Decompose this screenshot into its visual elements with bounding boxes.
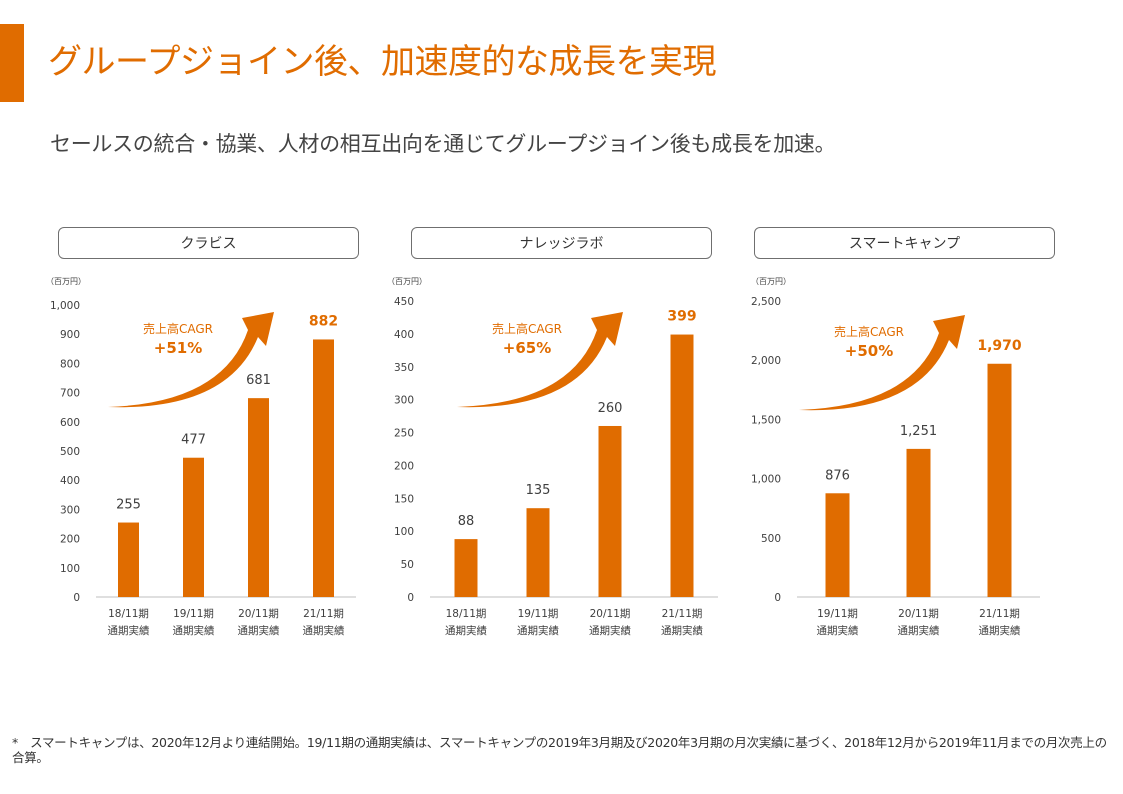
y-tick-label: 200 (394, 460, 414, 472)
x-tick-label: 通期実績 (898, 624, 940, 637)
y-tick-label: 400 (60, 475, 80, 487)
y-tick-label: 0 (73, 592, 80, 604)
growth-arrow (108, 312, 274, 408)
y-tick-label: 50 (401, 559, 414, 571)
chart-knowledgelabo: （百万円） 0 50 100 150 200 250 300 350 400 450 88 18/11期… (387, 277, 718, 637)
x-tick-label: 21/11期 (979, 608, 1020, 620)
y-tick-label: 300 (394, 395, 414, 407)
bar (183, 457, 204, 597)
footnote: * スマートキャンプは、2020年12月より連結開始。19/11期の通期実績は、… (12, 735, 1107, 765)
x-tick-label: 20/11期 (590, 608, 631, 620)
x-tick-label: 通期実績 (979, 624, 1021, 637)
bar (118, 522, 139, 597)
y-tick-label: 2,500 (751, 296, 781, 308)
x-tick-label: 20/11期 (238, 608, 279, 620)
y-tick-label: 0 (407, 592, 414, 604)
unit-label: （百万円） (387, 277, 427, 286)
bar (598, 425, 622, 597)
y-tick-label: 400 (394, 329, 414, 341)
data-label: 135 (526, 483, 551, 498)
y-tick-label: 1,000 (50, 300, 80, 312)
y-tick-label: 1,500 (751, 414, 781, 426)
x-tick-label: 19/11期 (173, 608, 214, 620)
x-tick-label: 通期実績 (445, 624, 487, 637)
x-tick-label: 21/11期 (303, 608, 344, 620)
title-accent-bar (0, 24, 24, 102)
chart-smartcamp: （百万円）05001,0001,5002,0002,50087619/11期通期… (751, 277, 1040, 637)
y-tick-label: 0 (774, 592, 781, 604)
y-tick-label: 300 (60, 504, 80, 516)
x-tick-label: 通期実績 (517, 624, 559, 637)
cagr-label: 売上高CAGR (143, 321, 213, 336)
y-tick-label: 700 (60, 388, 80, 400)
cagr-value: +50% (845, 342, 893, 360)
data-label: 477 (181, 433, 206, 448)
data-label: 876 (825, 468, 850, 483)
y-tick-label: 250 (394, 428, 414, 440)
bar (987, 363, 1012, 597)
data-label: 260 (598, 401, 623, 416)
x-tick-label: 21/11期 (662, 608, 703, 620)
y-tick-label: 2,000 (751, 355, 781, 367)
cagr-value: +65% (503, 339, 551, 357)
y-tick-label: 1,000 (751, 474, 781, 486)
chart-clavis: （百万円） 0 100 200 300 400 500 600 700 800 900 1,000 25… (46, 277, 356, 637)
chart-title-clavis: クラビス (58, 227, 359, 259)
y-tick-label: 500 (60, 446, 80, 458)
data-label: 255 (116, 498, 141, 513)
y-tick-label: 900 (60, 329, 80, 341)
unit-label: （百万円） (751, 277, 791, 286)
bar (670, 334, 694, 597)
bar (825, 493, 850, 597)
cagr-label: 売上高CAGR (492, 321, 562, 336)
x-tick-label: 18/11期 (108, 608, 149, 620)
bar (906, 448, 931, 597)
x-tick-label: 通期実績 (661, 624, 703, 637)
x-tick-label: 20/11期 (898, 608, 939, 620)
page-subtitle: セールスの統合・協業、人材の相互出向を通じてグループジョイン後も成長を加速。 (50, 132, 836, 156)
y-tick-label: 350 (394, 362, 414, 374)
x-tick-label: 通期実績 (108, 624, 150, 637)
y-tick-label: 450 (394, 296, 414, 308)
x-tick-label: 通期実績 (589, 624, 631, 637)
x-tick-label: 18/11期 (446, 608, 487, 620)
unit-label: （百万円） (46, 277, 86, 286)
x-tick-label: 通期実績 (173, 624, 215, 637)
data-label: 1,970 (977, 338, 1022, 354)
data-label: 1,251 (900, 424, 937, 439)
data-label: 681 (246, 373, 271, 388)
cagr-value: +51% (154, 339, 202, 357)
cagr-label: 売上高CAGR (834, 324, 904, 339)
y-tick-label: 600 (60, 417, 80, 429)
x-tick-label: 通期実績 (238, 624, 280, 637)
page-title: グループジョイン後、加速度的な成長を実現 (48, 42, 716, 82)
data-label: 399 (667, 309, 696, 325)
y-tick-label: 800 (60, 358, 80, 370)
chart-title-knowledgelabo: ナレッジラボ (411, 227, 712, 259)
x-tick-label: 19/11期 (518, 608, 559, 620)
y-tick-label: 200 (60, 534, 80, 546)
data-label: 882 (309, 313, 338, 329)
y-tick-label: 500 (761, 533, 781, 545)
x-tick-label: 19/11期 (817, 608, 858, 620)
x-tick-label: 通期実績 (817, 624, 859, 637)
y-tick-label: 150 (394, 493, 414, 505)
y-tick-label: 100 (394, 526, 414, 538)
growth-arrow (799, 315, 965, 411)
data-label: 88 (458, 514, 475, 529)
y-tick-label: 100 (60, 563, 80, 575)
bar (313, 339, 334, 597)
bar (248, 398, 269, 597)
bar (454, 539, 478, 597)
x-tick-label: 通期実績 (303, 624, 345, 637)
bar (526, 508, 550, 597)
growth-arrow (457, 312, 623, 408)
chart-title-smartcamp: スマートキャンプ (754, 227, 1055, 259)
